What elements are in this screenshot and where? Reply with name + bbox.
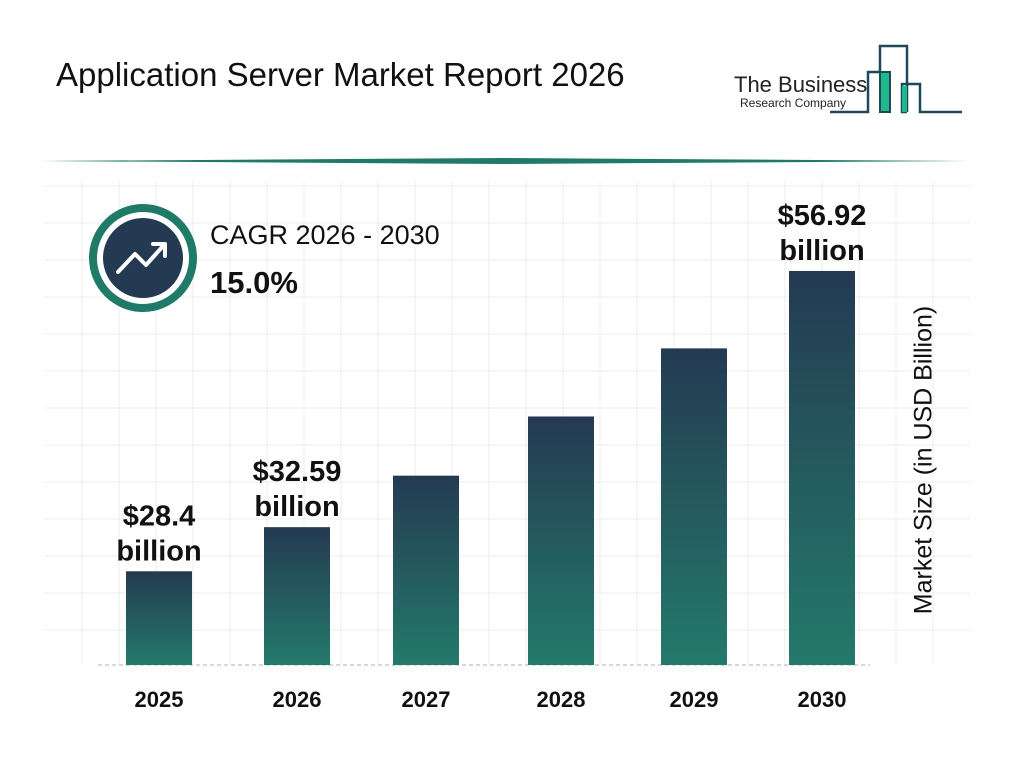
logo-buildings-icon <box>830 44 962 114</box>
data-label: billion <box>254 491 339 523</box>
bar-2030 <box>789 270 855 665</box>
bar-2025 <box>126 571 192 665</box>
header-divider <box>40 158 970 164</box>
data-label: $32.59 <box>253 456 342 488</box>
cagr-badge <box>89 204 197 312</box>
data-label: billion <box>779 235 864 267</box>
x-tick-label: 2028 <box>537 687 586 712</box>
data-label: billion <box>116 535 201 567</box>
logo-text-line1: The Business <box>734 72 868 97</box>
x-tick-label: 2030 <box>798 687 847 712</box>
data-label: $28.4 <box>123 500 196 532</box>
bar-2028 <box>528 416 594 665</box>
cagr-value: 15.0% <box>210 265 298 300</box>
bar-2029 <box>661 348 727 665</box>
x-tick-label: 2025 <box>135 687 184 712</box>
y-axis-label: Market Size (in USD Billion) <box>909 305 938 615</box>
x-tick-label: 2029 <box>670 687 719 712</box>
page-title: Application Server Market Report 2026 <box>56 56 625 93</box>
trend-up-arrow-icon <box>116 242 167 274</box>
cagr-label: CAGR 2026 - 2030 <box>210 220 440 250</box>
logo-text-line2: Research Company <box>740 96 847 110</box>
x-tick-label: 2026 <box>273 687 322 712</box>
x-tick-label: 2027 <box>402 687 451 712</box>
bar-2027 <box>393 475 459 665</box>
bar-2026 <box>264 527 330 665</box>
company-logo: The Business Research Company <box>730 44 965 116</box>
data-label: $56.92 <box>778 200 867 232</box>
